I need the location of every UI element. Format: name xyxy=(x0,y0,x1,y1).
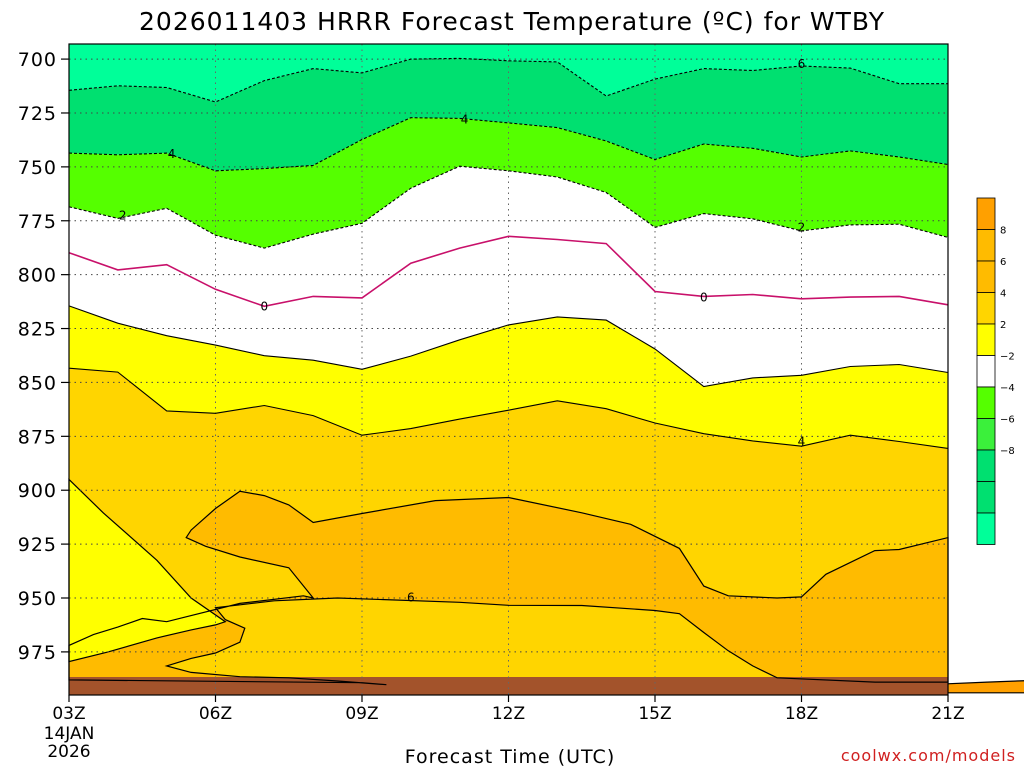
contour-label-7: 4 xyxy=(798,434,806,448)
y-tick-label-825: 825 xyxy=(18,319,57,341)
y-tick-label-900: 900 xyxy=(18,480,57,502)
plot-area xyxy=(68,44,1024,695)
y-tick-label-850: 850 xyxy=(18,372,57,394)
colorbar-tick-1: 6 xyxy=(1000,257,1006,268)
y-tick-label-700: 700 xyxy=(18,49,57,71)
band-left-cool-pocket xyxy=(68,477,227,663)
y-tick-label-975: 975 xyxy=(18,642,57,664)
colorbar: 8 6 4 2 −2 −4 −6 −8 xyxy=(976,197,1015,545)
band-minus-4-to-minus-2 xyxy=(69,117,948,249)
x-tick-label-3: 12Z xyxy=(492,704,525,724)
colorbar-tick-7: −8 xyxy=(1000,446,1015,457)
isotherm--2 xyxy=(68,165,949,249)
colorbar-bin-3 xyxy=(976,292,996,325)
colorbar-bin-9 xyxy=(976,481,996,514)
contour-label-2: 4 xyxy=(168,147,176,161)
colorbar-bin-2 xyxy=(976,260,996,293)
x-tick-label-5: 18Z xyxy=(785,704,818,724)
x-tick-label-2: 09Z xyxy=(345,704,378,724)
contour-label-6: 0 xyxy=(700,290,708,304)
contour-label-8: 6 xyxy=(407,590,415,604)
colorbar-bin-7 xyxy=(976,418,996,451)
contour-label-1: 4 xyxy=(461,112,469,126)
y-tick-label-800: 800 xyxy=(18,265,57,287)
x-tick-label-1: 06Z xyxy=(199,704,232,724)
isotherm-6 xyxy=(68,490,949,686)
isotherm--6 xyxy=(68,57,948,103)
isotherm-0 xyxy=(68,235,949,308)
y-tick-label-925: 925 xyxy=(18,534,57,556)
x-tick-label-4: 15Z xyxy=(638,704,671,724)
contour-label-4: 2 xyxy=(798,220,806,234)
colorbar-bin-5 xyxy=(976,355,996,388)
colorbar-tick-0: 8 xyxy=(1000,226,1006,237)
contour-label-5: 0 xyxy=(261,299,269,313)
y-tick-label-875: 875 xyxy=(18,426,57,448)
band-below-minus-6 xyxy=(69,44,948,102)
x-date-label-0: 14JAN xyxy=(44,724,95,744)
colorbar-tick-6: −6 xyxy=(1000,415,1015,426)
axes: 700 725 750 775 800 825 850 875 900 925 950 975 03Z 0… xyxy=(18,43,965,762)
y-tick-label-950: 950 xyxy=(18,588,57,610)
x-tick-label-0: 03Z xyxy=(52,704,85,724)
contour-labels: 6 4 4 2 2 0 0 4 6 xyxy=(119,57,805,604)
y-tick-label-750: 750 xyxy=(18,157,57,179)
isotherm-4 xyxy=(68,367,949,449)
x-tick-label-6: 21Z xyxy=(931,704,964,724)
y-tick-label-775: 775 xyxy=(18,211,57,233)
colorbar-bin-1 xyxy=(976,229,996,262)
contour-label-0: 6 xyxy=(798,57,806,71)
colorbar-bin-10 xyxy=(976,512,996,545)
credit-link[interactable]: coolwx.com/models xyxy=(841,746,1016,765)
colorbar-tick-4: −2 xyxy=(1000,352,1015,363)
chart-title: 2026011403 HRRR Forecast Temperature (ºC… xyxy=(139,7,885,36)
band-2-to-4 xyxy=(69,305,948,449)
x-date-label-1: 2026 xyxy=(47,742,90,762)
colorbar-tick-2: 4 xyxy=(1000,289,1006,300)
y-tick-label-725: 725 xyxy=(18,103,57,125)
colorbar-bin-0 xyxy=(976,197,996,230)
colorbar-bin-6 xyxy=(976,386,996,419)
isotherm-lines xyxy=(68,57,949,686)
colorbar-tick-5: −4 xyxy=(1000,383,1015,394)
contour-label-3: 2 xyxy=(119,209,127,223)
colorbar-bin-8 xyxy=(976,449,996,482)
colorbar-bin-4 xyxy=(976,323,996,356)
isotherm--4 xyxy=(68,117,949,172)
band-minus-6-to-minus-4 xyxy=(69,58,948,171)
colorbar-tick-3: 2 xyxy=(1000,320,1006,331)
band-6-to-8 xyxy=(69,491,948,685)
isotherm-2 xyxy=(68,305,949,388)
x-axis-label: Forecast Time (UTC) xyxy=(405,746,615,768)
